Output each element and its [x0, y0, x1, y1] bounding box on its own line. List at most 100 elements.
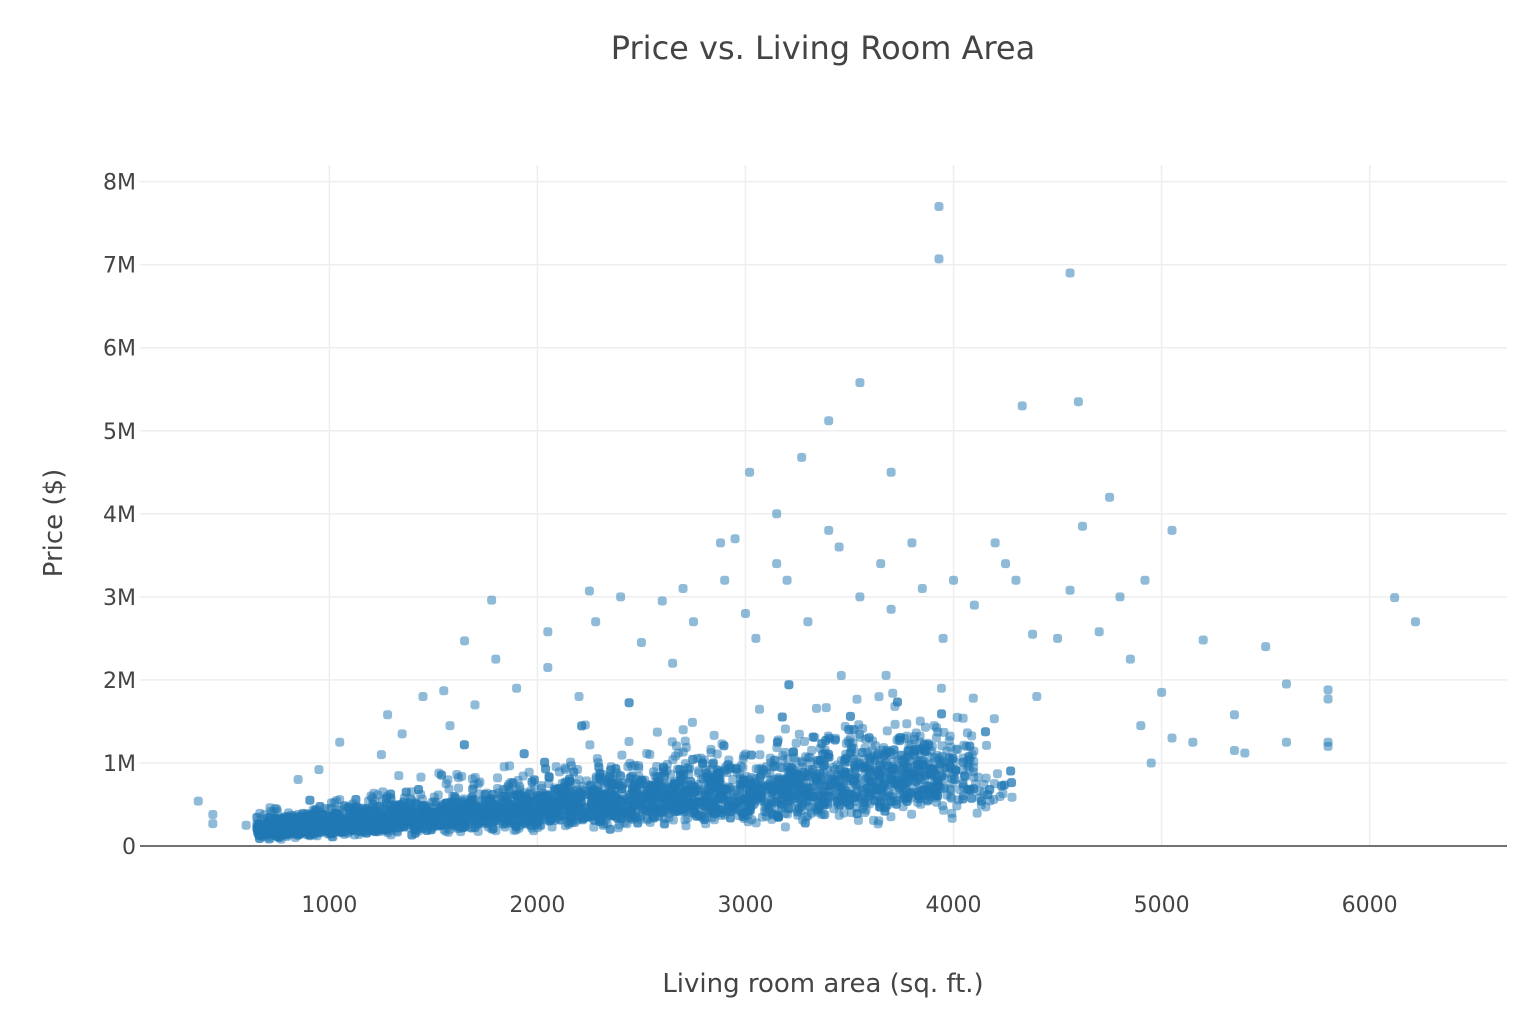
data-point	[952, 712, 962, 722]
data-point	[352, 818, 362, 828]
data-point	[1323, 685, 1333, 695]
data-point	[437, 770, 447, 780]
data-point	[660, 819, 670, 829]
data-point	[969, 784, 979, 794]
data-point	[815, 768, 825, 778]
data-point	[902, 719, 912, 729]
data-point	[967, 793, 977, 803]
data-point	[600, 804, 610, 814]
data-point	[738, 812, 748, 822]
data-point	[670, 792, 680, 802]
data-point	[394, 771, 404, 781]
data-point	[629, 787, 639, 797]
data-point	[714, 793, 724, 803]
data-point	[845, 711, 855, 721]
data-point	[391, 823, 401, 833]
data-point	[452, 769, 462, 779]
data-point	[453, 801, 463, 811]
data-point	[933, 777, 943, 787]
data-point	[1167, 525, 1177, 535]
data-point	[648, 812, 658, 822]
data-point	[849, 725, 859, 735]
data-point	[439, 686, 449, 696]
data-point	[543, 662, 553, 672]
data-point	[265, 803, 275, 813]
data-point	[397, 729, 407, 739]
data-point	[908, 771, 918, 781]
data-point	[925, 764, 935, 774]
data-point	[315, 802, 325, 812]
data-point	[616, 592, 626, 602]
data-point	[335, 737, 345, 747]
data-point	[780, 724, 790, 734]
data-point	[834, 542, 844, 552]
y-axis-title: Price ($)	[39, 469, 69, 578]
data-point	[470, 822, 480, 832]
data-point	[1073, 397, 1083, 407]
data-point	[919, 739, 929, 749]
data-point	[791, 738, 801, 748]
data-point	[339, 801, 349, 811]
data-point	[958, 779, 968, 789]
data-point	[887, 764, 897, 774]
data-point	[208, 819, 218, 829]
data-point	[692, 811, 702, 821]
data-point	[891, 799, 901, 809]
data-point	[821, 703, 831, 713]
data-point	[758, 812, 768, 822]
data-point	[965, 741, 975, 751]
data-point	[890, 719, 900, 729]
data-point	[537, 793, 547, 803]
y-tick-label: 0	[122, 835, 136, 860]
data-point	[751, 764, 761, 774]
data-point	[499, 762, 509, 772]
data-point	[624, 698, 634, 708]
data-point	[962, 728, 972, 738]
data-point	[694, 766, 704, 776]
data-point	[859, 763, 869, 773]
data-point	[709, 730, 719, 740]
data-point	[688, 617, 698, 627]
data-point	[882, 726, 892, 736]
data-point	[551, 762, 561, 772]
data-point	[773, 811, 783, 821]
data-point	[241, 820, 251, 830]
data-point	[929, 721, 939, 731]
data-point	[782, 575, 792, 585]
data-point	[352, 802, 362, 812]
data-point	[934, 254, 944, 264]
data-point	[372, 806, 382, 816]
data-point	[560, 765, 570, 775]
data-point	[1011, 575, 1021, 585]
data-point	[1146, 758, 1156, 768]
data-point	[577, 721, 587, 731]
data-point	[721, 805, 731, 815]
data-point	[918, 760, 928, 770]
data-point	[445, 721, 455, 731]
data-point	[567, 809, 577, 819]
data-point	[564, 774, 574, 784]
data-point	[960, 771, 970, 781]
data-point	[488, 824, 498, 834]
data-point	[969, 600, 979, 610]
data-point	[730, 534, 740, 544]
data-point	[886, 604, 896, 614]
data-point	[601, 794, 611, 804]
data-point	[1006, 766, 1016, 776]
data-point	[793, 807, 803, 817]
data-point	[418, 692, 428, 702]
data-point	[836, 671, 846, 681]
data-point	[704, 789, 714, 799]
data-point	[880, 806, 890, 816]
data-point	[521, 816, 531, 826]
data-point	[807, 792, 817, 802]
data-point	[1390, 593, 1400, 603]
data-point	[907, 538, 917, 548]
data-point	[689, 782, 699, 792]
data-point	[751, 818, 761, 828]
data-point	[808, 732, 818, 742]
data-point	[972, 808, 982, 818]
data-point	[368, 799, 378, 809]
data-point	[324, 804, 334, 814]
